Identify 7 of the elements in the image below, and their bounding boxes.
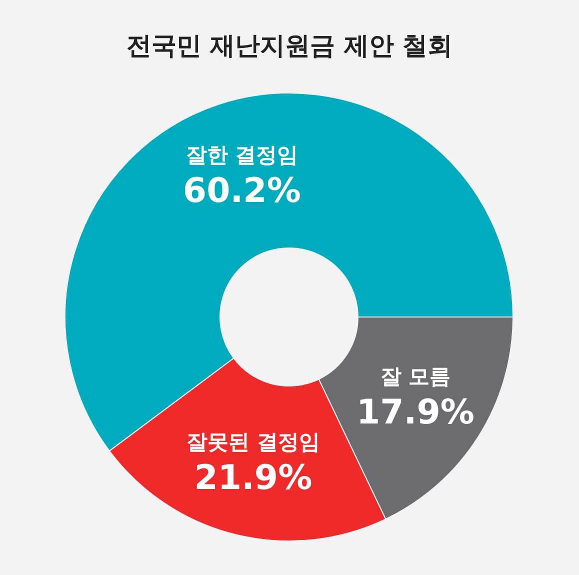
slice-label: 잘 모름 [380, 364, 451, 389]
data-label: 21.9% [194, 458, 312, 498]
slice-label: 잘못된 결정임 [186, 430, 320, 454]
slice-label: 잘한 결정임 [186, 143, 298, 168]
chart-title: 전국민 재난지원금 제안 철회 [126, 31, 453, 60]
data-label: 17.9% [356, 392, 474, 433]
data-label: 60.2% [182, 171, 301, 212]
